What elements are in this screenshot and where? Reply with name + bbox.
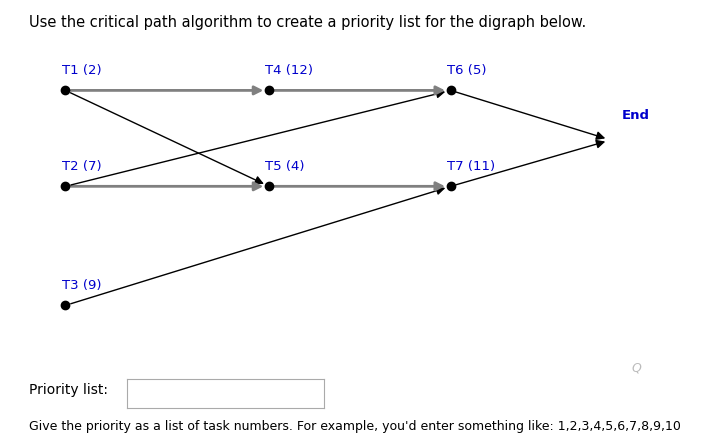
Text: T6 (5): T6 (5) xyxy=(447,64,486,77)
Text: T5 (4): T5 (4) xyxy=(265,160,305,173)
Text: T7 (11): T7 (11) xyxy=(447,160,495,173)
Text: Give the priority as a list of task numbers. For example, you'd enter something : Give the priority as a list of task numb… xyxy=(29,420,681,433)
Text: T1 (2): T1 (2) xyxy=(62,64,102,77)
Text: T4 (12): T4 (12) xyxy=(265,64,313,77)
Text: T3 (9): T3 (9) xyxy=(62,279,101,292)
Text: T2 (7): T2 (7) xyxy=(62,160,102,173)
Text: Q: Q xyxy=(631,362,641,375)
Text: End: End xyxy=(622,109,650,122)
Text: Use the critical path algorithm to create a priority list for the digraph below.: Use the critical path algorithm to creat… xyxy=(29,15,587,30)
Text: Priority list:: Priority list: xyxy=(29,383,108,397)
